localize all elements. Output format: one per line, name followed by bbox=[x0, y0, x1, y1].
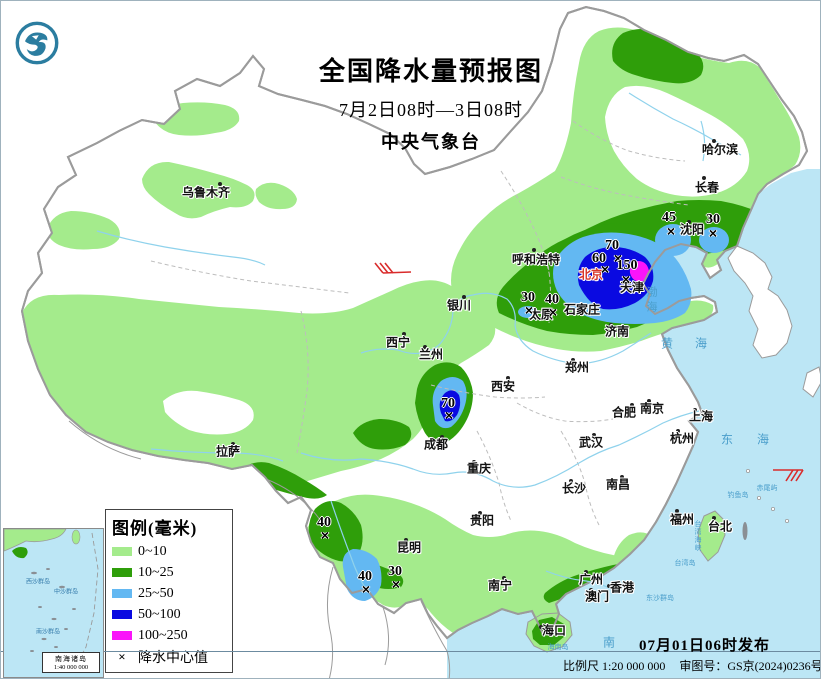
legend-label: 100~250 bbox=[138, 627, 188, 643]
map-neatline bbox=[1, 651, 820, 652]
inset-name: 南海诸岛 bbox=[55, 655, 87, 663]
legend-swatch bbox=[112, 610, 132, 619]
okinawa-island bbox=[742, 522, 748, 540]
legend-row: 25~50 bbox=[112, 583, 226, 604]
legend-row: 10~25 bbox=[112, 562, 226, 583]
cma-logo bbox=[13, 19, 61, 72]
approval-number: 审图号：GS京(2024)0236号 bbox=[679, 659, 821, 673]
sea-region bbox=[447, 169, 820, 678]
legend-label: 25~50 bbox=[138, 585, 174, 601]
legend-label: 10~25 bbox=[138, 564, 174, 580]
inset-island-label: 中沙群岛 bbox=[53, 589, 79, 596]
legend: 图例(毫米) 0~10 10~25 25~50 50~100 100~250 × 降水中… bbox=[105, 509, 233, 673]
map-title-block: 全国降水量预报图 7月2日08时—3日08时 中央气象台 bbox=[251, 51, 611, 154]
japan-island bbox=[802, 366, 820, 398]
legend-items: 0~10 10~25 25~50 50~100 100~250 bbox=[112, 541, 226, 646]
legend-row-center-marker: × 降水中心值 bbox=[112, 646, 226, 667]
legend-title: 图例(毫米) bbox=[112, 519, 198, 538]
rivers bbox=[96, 92, 742, 592]
forecast-period: 7月2日08时—3日08时 bbox=[339, 100, 523, 120]
scale-label: 比例尺 1:20 000 000 bbox=[563, 659, 666, 673]
inset-island-label: 西沙群岛 bbox=[25, 579, 51, 586]
legend-label: 0~10 bbox=[138, 543, 167, 559]
korea-peninsula bbox=[727, 245, 793, 359]
south-china-sea-inset: 西沙群岛 中沙群岛南沙群岛 南海诸岛 1:40 000 000 bbox=[3, 528, 104, 678]
legend-swatch bbox=[112, 631, 132, 640]
map-metadata-line: 比例尺 1:20 000 000 审图号：GS京(2024)0236号 bbox=[563, 657, 821, 674]
wind-barb-icon bbox=[374, 262, 804, 482]
inset-label-box: 南海诸岛 1:40 000 000 bbox=[42, 652, 100, 673]
legend-row: 100~250 bbox=[112, 625, 226, 646]
legend-row: 50~100 bbox=[112, 604, 226, 625]
legend-label: 降水中心值 bbox=[138, 650, 208, 666]
agency-name: 中央气象台 bbox=[381, 132, 481, 152]
legend-swatch bbox=[112, 589, 132, 598]
page-title: 全国降水量预报图 bbox=[318, 57, 543, 86]
inset-island-label: 南沙群岛 bbox=[35, 629, 61, 636]
legend-row: 0~10 bbox=[112, 541, 226, 562]
taiwan-island bbox=[697, 510, 726, 562]
legend-swatch bbox=[112, 568, 132, 577]
issue-time: 07月01日06时发布 bbox=[639, 638, 771, 654]
precip-heavy-layer bbox=[342, 224, 729, 601]
legend-swatch bbox=[112, 547, 132, 556]
legend-label: 50~100 bbox=[138, 606, 181, 622]
precip-center-symbol: × bbox=[118, 648, 126, 664]
inset-scale: 1:40 000 000 bbox=[53, 664, 89, 671]
